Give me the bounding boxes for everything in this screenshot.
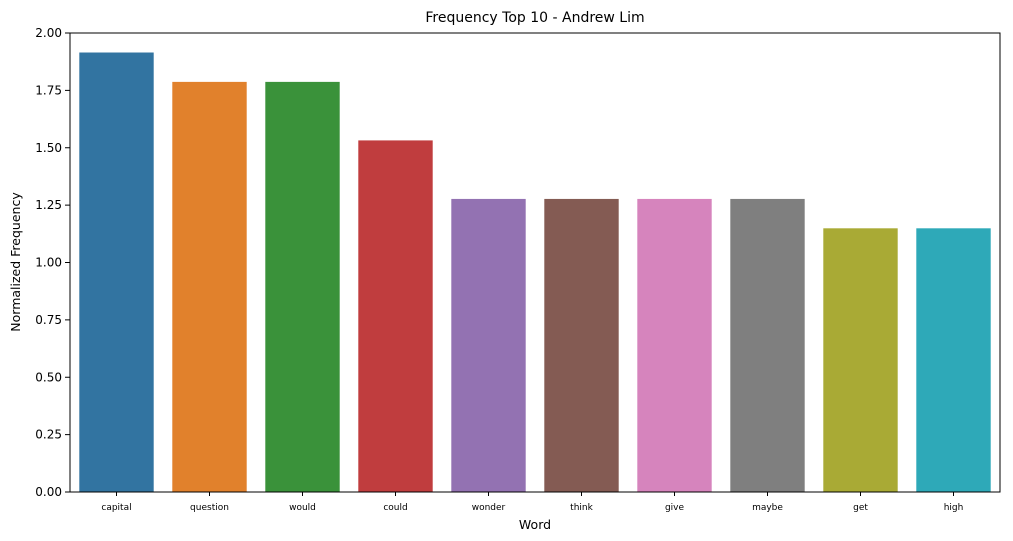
bar-give: [637, 198, 712, 492]
y-tick-label: 0.75: [35, 313, 62, 327]
x-axis-ticks: capital question would could wonder think give…: [101, 492, 963, 513]
x-tick-label: would: [289, 503, 316, 513]
y-tick-label: 1.25: [35, 198, 62, 212]
y-tick-label: 1.50: [35, 141, 62, 155]
plot-frame: [69, 32, 1001, 493]
x-tick-label: question: [190, 503, 229, 513]
y-tick-label: 1.00: [35, 256, 62, 270]
bar-think: [544, 198, 619, 492]
x-tick-label: maybe: [752, 503, 783, 513]
y-axis-label: Normalized Frequency: [8, 192, 23, 332]
bar-wonder: [451, 198, 526, 492]
bar-get: [823, 228, 898, 492]
x-tick-label: could: [383, 503, 407, 513]
y-axis-ticks: 0.00 0.25 0.50 0.75 1.00 1.25 1.50 1.75 2.00: [35, 26, 70, 499]
bar-maybe: [730, 198, 805, 492]
x-tick-label: think: [570, 503, 593, 513]
x-tick-label: wonder: [472, 503, 506, 513]
bar-could: [358, 140, 433, 492]
x-axis-label: Word: [519, 517, 551, 532]
y-tick-label: 0.00: [35, 485, 62, 499]
x-tick-label: capital: [101, 503, 131, 513]
x-tick-label: get: [853, 503, 868, 513]
bar-capital: [79, 52, 154, 492]
x-tick-label: high: [944, 503, 964, 513]
y-tick-label: 0.50: [35, 370, 62, 384]
bar-question: [172, 81, 247, 493]
chart-title: Frequency Top 10 - Andrew Lim: [425, 10, 644, 26]
y-tick-label: 2.00: [35, 26, 62, 40]
bar-would: [265, 81, 340, 493]
x-tick-label: give: [665, 503, 685, 513]
bar-high: [916, 228, 991, 492]
bars: [79, 52, 991, 493]
y-tick-label: 0.25: [35, 428, 62, 442]
y-tick-label: 1.75: [35, 83, 62, 97]
